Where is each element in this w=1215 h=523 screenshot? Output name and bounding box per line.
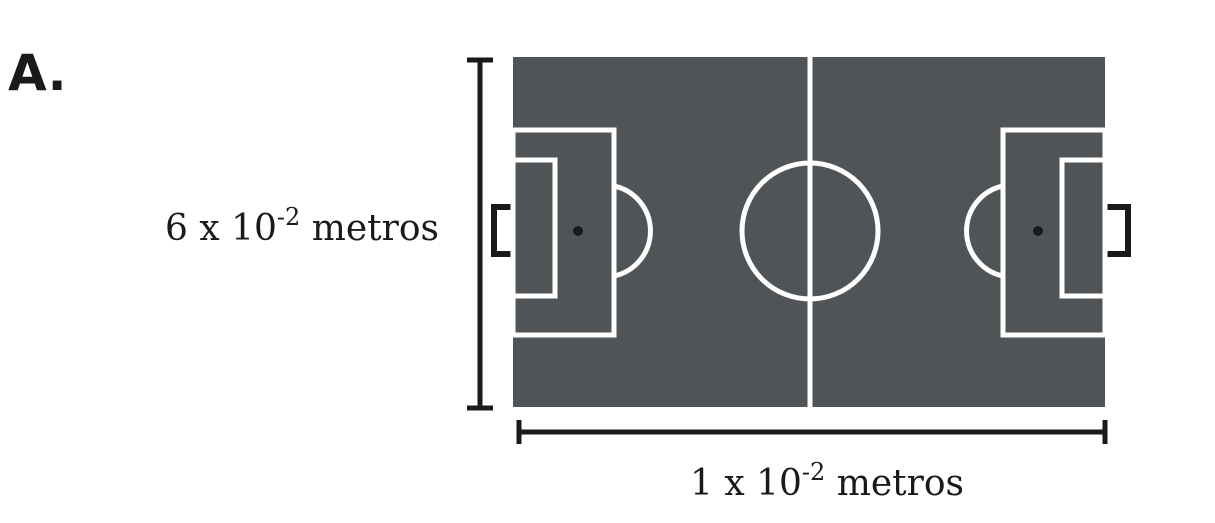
height-dimension-label: 6 x 10-2 metros [165,203,440,249]
left-goal [491,204,513,257]
right-goal [1105,204,1131,257]
right-goal-area [1059,157,1108,299]
left-penalty-arc [613,183,653,279]
center-circle [739,160,881,302]
width-dimension-bracket [516,420,1108,444]
height-unit: metros [300,208,440,249]
width-exponent: -2 [801,458,826,486]
height-exponent: -2 [276,203,301,231]
width-coefficient: 1 x 10 [690,463,802,504]
option-letter: A. [8,44,67,102]
right-penalty-arc [964,183,1004,279]
height-dimension-bracket [467,57,493,411]
left-penalty-spot [573,226,583,236]
left-goal-area [510,157,558,299]
width-dimension-label: 1 x 10-2 metros [690,458,965,504]
width-unit: metros [825,463,965,504]
height-coefficient: 6 x 10 [165,208,277,249]
right-penalty-spot [1033,226,1043,236]
